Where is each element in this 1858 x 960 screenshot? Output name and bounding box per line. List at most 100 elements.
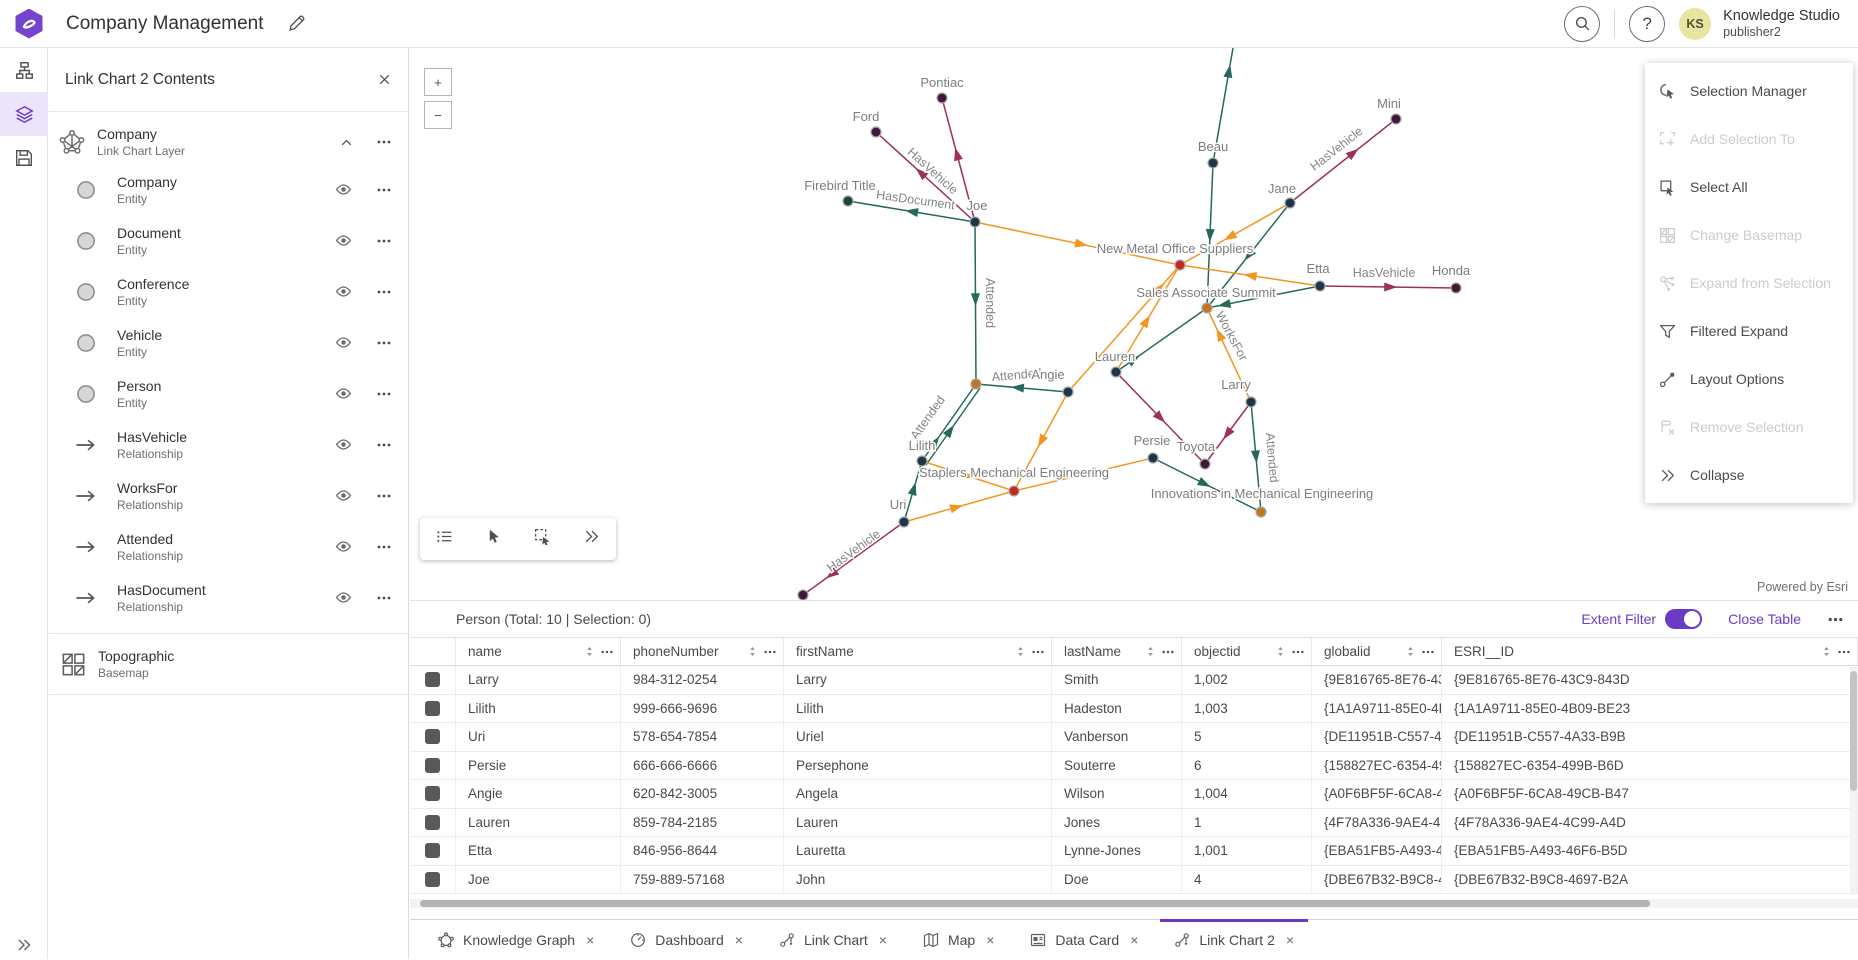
sort-icon[interactable] bbox=[746, 645, 759, 658]
visibility-icon[interactable] bbox=[335, 385, 352, 402]
column-header-name[interactable]: name bbox=[456, 638, 621, 665]
row-checkbox[interactable] bbox=[425, 814, 440, 830]
visibility-icon[interactable] bbox=[335, 181, 352, 198]
avatar[interactable]: KS bbox=[1679, 7, 1712, 40]
graph-node-conference-2[interactable] bbox=[970, 378, 982, 390]
sort-icon[interactable] bbox=[583, 645, 596, 658]
list-tool-button[interactable] bbox=[436, 528, 453, 550]
tab-map[interactable]: Map × bbox=[909, 920, 1008, 960]
graph-node-pontiac[interactable] bbox=[936, 92, 948, 104]
basemap-row[interactable]: Topographic Basemap bbox=[49, 634, 408, 695]
contents-item-attended[interactable]: Attended Relationship bbox=[49, 521, 408, 572]
table-vertical-scrollbar[interactable] bbox=[1850, 667, 1857, 895]
graph-node-vehicle-offscreen[interactable] bbox=[797, 589, 809, 601]
graph-node-beau[interactable] bbox=[1207, 157, 1219, 169]
layer-group-row[interactable]: Company Link Chart Layer bbox=[49, 112, 408, 164]
contents-item-conference[interactable]: Conference Entity bbox=[49, 266, 408, 317]
graph-node-mini[interactable] bbox=[1390, 113, 1402, 125]
marquee-select-tool-button[interactable] bbox=[534, 528, 551, 550]
graph-edge-uri-vehicle[interactable] bbox=[802, 521, 905, 596]
extent-filter-toggle[interactable] bbox=[1665, 609, 1703, 629]
menu-item-layout-options[interactable]: Layout Options bbox=[1645, 355, 1853, 403]
column-options-icon[interactable] bbox=[1291, 645, 1305, 659]
visibility-icon[interactable] bbox=[335, 334, 352, 351]
graph-node-new-metal[interactable] bbox=[1174, 259, 1186, 271]
graph-edge-joe-ford[interactable] bbox=[875, 131, 976, 223]
contents-item-document[interactable]: Document Entity bbox=[49, 215, 408, 266]
visibility-icon[interactable] bbox=[335, 589, 352, 606]
graph-node-staplers[interactable] bbox=[1008, 485, 1020, 497]
graph-node-firebird-title[interactable] bbox=[842, 195, 854, 207]
table-row-2[interactable]: Lilith 999-666-9696 Lilith Hadeston 1,003 {1A… bbox=[410, 694, 1858, 723]
row-checkbox[interactable] bbox=[425, 843, 440, 859]
row-checkbox[interactable] bbox=[425, 871, 440, 887]
graph-edge-lilith-conference[interactable] bbox=[921, 383, 977, 462]
table-row-5[interactable]: Angie 620-842-3005 Angela Wilson 1,004 {A0F6B… bbox=[410, 780, 1858, 809]
pointer-tool-button[interactable] bbox=[485, 528, 502, 550]
item-options-icon[interactable] bbox=[376, 386, 392, 402]
help-button[interactable]: ? bbox=[1629, 5, 1666, 42]
item-options-icon[interactable] bbox=[376, 335, 392, 351]
contents-item-worksfor[interactable]: WorksFor Relationship bbox=[49, 470, 408, 521]
zoom-out-button[interactable]: − bbox=[424, 101, 452, 129]
rail-hierarchy-button[interactable] bbox=[0, 48, 48, 92]
close-tab-icon[interactable]: × bbox=[1130, 931, 1139, 948]
close-tab-icon[interactable]: × bbox=[586, 931, 595, 948]
column-header-esri-id[interactable]: ESRI__ID bbox=[1442, 638, 1858, 665]
rail-layers-button[interactable] bbox=[0, 92, 48, 136]
graph-edge-persie-staplers[interactable] bbox=[1013, 457, 1154, 492]
menu-item-collapse[interactable]: Collapse bbox=[1645, 451, 1853, 499]
graph-node-lilith[interactable] bbox=[916, 455, 928, 467]
contents-item-person[interactable]: Person Entity bbox=[49, 368, 408, 419]
table-row-1[interactable]: Larry 984-312-0254 Larry Smith 1,002 {9E81676… bbox=[410, 666, 1858, 695]
contents-item-vehicle[interactable]: Vehicle Entity bbox=[49, 317, 408, 368]
sort-icon[interactable] bbox=[1820, 645, 1833, 658]
graph-node-ford[interactable] bbox=[870, 126, 882, 138]
visibility-icon[interactable] bbox=[335, 283, 352, 300]
tab-knowledge-graph[interactable]: Knowledge Graph × bbox=[424, 920, 608, 960]
search-button[interactable] bbox=[1564, 5, 1601, 42]
visibility-icon[interactable] bbox=[335, 232, 352, 249]
tab-link-chart[interactable]: Link Chart × bbox=[765, 920, 901, 960]
select-all-column-header[interactable] bbox=[410, 638, 456, 665]
column-header-firstname[interactable]: firstName bbox=[784, 638, 1052, 665]
column-header-objectid[interactable]: objectid bbox=[1182, 638, 1312, 665]
item-options-icon[interactable] bbox=[376, 182, 392, 198]
table-row-4[interactable]: Persie 666-666-6666 Persephone Souterre 6 {15… bbox=[410, 751, 1858, 780]
sort-icon[interactable] bbox=[1014, 645, 1027, 658]
close-tab-icon[interactable]: × bbox=[878, 931, 887, 948]
collapse-layer-icon[interactable] bbox=[339, 135, 354, 150]
contents-item-hasdocument[interactable]: HasDocument Relationship bbox=[49, 572, 408, 623]
close-tab-icon[interactable]: × bbox=[1285, 931, 1295, 948]
menu-item-select-all[interactable]: Select All bbox=[1645, 163, 1853, 211]
column-options-icon[interactable] bbox=[763, 645, 777, 659]
tab-data-card[interactable]: Data Card × bbox=[1016, 920, 1152, 960]
link-chart-canvas[interactable]: HasVehicle HasDocument Attended HasVehicle H… bbox=[410, 47, 1858, 601]
column-options-icon[interactable] bbox=[1161, 645, 1175, 659]
row-checkbox[interactable] bbox=[425, 700, 440, 716]
layer-options-icon[interactable] bbox=[376, 134, 392, 150]
column-options-icon[interactable] bbox=[1031, 645, 1045, 659]
column-options-icon[interactable] bbox=[1837, 645, 1851, 659]
visibility-icon[interactable] bbox=[335, 538, 352, 555]
close-table-button[interactable]: Close Table bbox=[1728, 611, 1801, 627]
visibility-icon[interactable] bbox=[335, 436, 352, 453]
graph-node-etta[interactable] bbox=[1314, 280, 1326, 292]
graph-node-uri[interactable] bbox=[898, 516, 910, 528]
item-options-icon[interactable] bbox=[376, 539, 392, 555]
column-options-icon[interactable] bbox=[1421, 645, 1435, 659]
graph-node-larry[interactable] bbox=[1245, 396, 1257, 408]
graph-node-lauren[interactable] bbox=[1110, 366, 1122, 378]
item-options-icon[interactable] bbox=[376, 590, 392, 606]
graph-node-sales-summit[interactable] bbox=[1201, 302, 1213, 314]
row-checkbox[interactable] bbox=[425, 786, 440, 802]
menu-item-selection-manager[interactable]: Selection Manager bbox=[1645, 67, 1853, 115]
item-options-icon[interactable] bbox=[376, 437, 392, 453]
close-tab-icon[interactable]: × bbox=[986, 931, 995, 948]
contents-item-company[interactable]: Company Entity bbox=[49, 164, 408, 215]
row-checkbox[interactable] bbox=[425, 729, 440, 745]
contents-item-hasvehicle[interactable]: HasVehicle Relationship bbox=[49, 419, 408, 470]
user-block[interactable]: Knowledge Studio publisher2 bbox=[1723, 8, 1840, 39]
tab-dashboard[interactable]: Dashboard × bbox=[616, 920, 757, 960]
graph-edge-jane-mini[interactable] bbox=[1289, 118, 1397, 204]
